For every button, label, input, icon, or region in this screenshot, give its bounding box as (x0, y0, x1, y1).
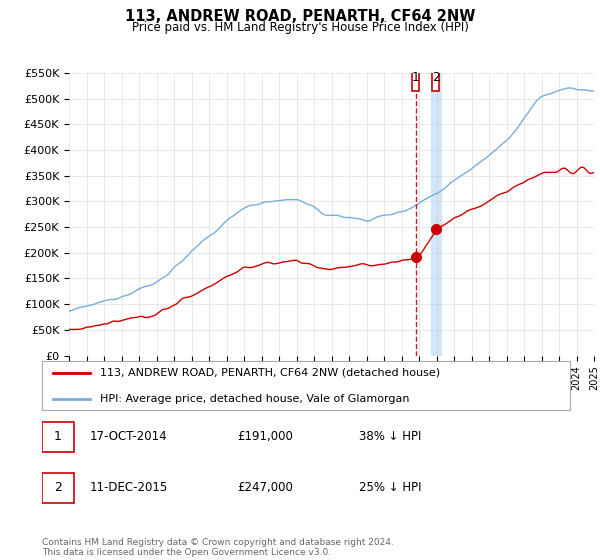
Text: Contains HM Land Registry data © Crown copyright and database right 2024.
This d: Contains HM Land Registry data © Crown c… (42, 538, 394, 557)
FancyBboxPatch shape (42, 473, 74, 503)
Text: HPI: Average price, detached house, Vale of Glamorgan: HPI: Average price, detached house, Vale… (100, 394, 410, 404)
Text: 1: 1 (54, 430, 62, 444)
FancyBboxPatch shape (432, 64, 439, 91)
Text: 113, ANDREW ROAD, PENARTH, CF64 2NW (detached house): 113, ANDREW ROAD, PENARTH, CF64 2NW (det… (100, 368, 440, 378)
Text: 11-DEC-2015: 11-DEC-2015 (89, 481, 168, 494)
Text: 17-OCT-2014: 17-OCT-2014 (89, 430, 167, 444)
Text: 2: 2 (431, 71, 440, 84)
Text: 2: 2 (54, 481, 62, 494)
Text: Price paid vs. HM Land Registry's House Price Index (HPI): Price paid vs. HM Land Registry's House … (131, 21, 469, 34)
Text: £247,000: £247,000 (238, 481, 293, 494)
Text: 1: 1 (412, 71, 419, 84)
Text: 38% ↓ HPI: 38% ↓ HPI (359, 430, 421, 444)
FancyBboxPatch shape (412, 64, 419, 91)
Text: £191,000: £191,000 (238, 430, 293, 444)
Text: 25% ↓ HPI: 25% ↓ HPI (359, 481, 421, 494)
FancyBboxPatch shape (42, 422, 74, 451)
Text: 113, ANDREW ROAD, PENARTH, CF64 2NW: 113, ANDREW ROAD, PENARTH, CF64 2NW (125, 9, 475, 24)
